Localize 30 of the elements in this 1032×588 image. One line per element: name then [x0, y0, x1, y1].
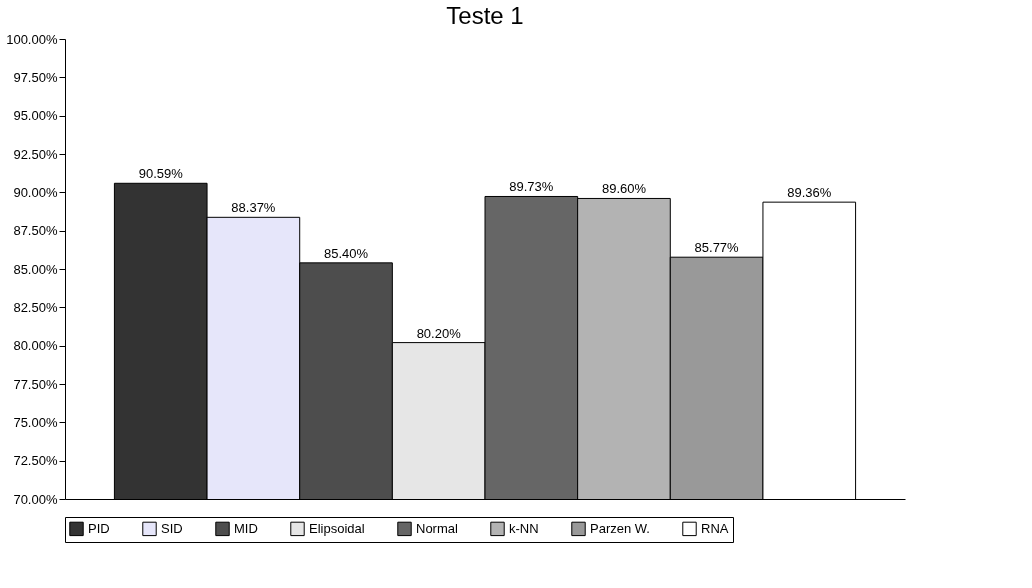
data-label: 85.40% — [323, 245, 369, 261]
y-tick-label: 92.50% — [13, 146, 58, 162]
y-tick-label: 75.00% — [13, 414, 58, 430]
y-tick-label: 97.50% — [13, 69, 58, 85]
y-tick-label: 87.50% — [13, 223, 58, 239]
y-tick-label: 95.00% — [13, 108, 58, 124]
chart-title: Teste 1 — [446, 2, 524, 29]
y-tick-label: 100.00% — [6, 31, 58, 47]
legend-label: SID — [161, 520, 183, 536]
legend-label: MID — [234, 520, 258, 536]
data-label: 90.59% — [138, 166, 184, 182]
y-tick-label: 85.00% — [13, 261, 58, 277]
y-tick-label: 77.50% — [13, 376, 58, 392]
legend-label: Parzen W. — [590, 520, 650, 536]
data-label: 89.73% — [509, 179, 554, 195]
data-label: 85.77% — [694, 240, 740, 256]
legend-label: PID — [88, 520, 110, 536]
legend-label: Normal — [416, 520, 459, 536]
y-tick-label: 82.50% — [13, 299, 58, 315]
data-label: 88.37% — [231, 200, 276, 216]
legend-label: RNA — [701, 520, 729, 536]
data-label: 89.36% — [787, 185, 832, 201]
y-tick-label: 70.00% — [13, 491, 58, 507]
y-tick-label: 90.00% — [13, 184, 58, 200]
data-label: 80.20% — [416, 325, 462, 341]
data-label: 89.60% — [601, 181, 647, 197]
y-tick-label: 80.00% — [13, 338, 58, 354]
y-tick-label: 72.50% — [13, 453, 58, 469]
legend-label: k-NN — [509, 520, 539, 536]
legend-label: Elipsoidal — [309, 520, 365, 536]
